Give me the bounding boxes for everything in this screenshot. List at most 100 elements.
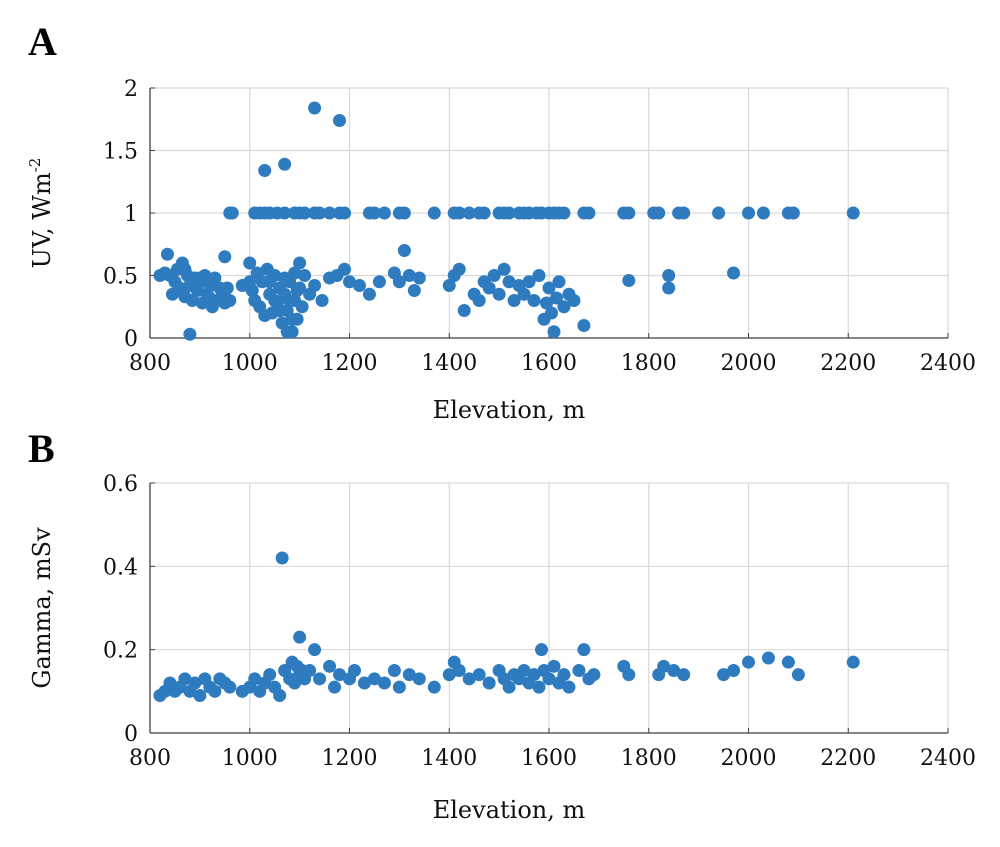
data-point <box>183 327 197 341</box>
data-point <box>547 659 561 673</box>
y-tick-label: 0 <box>124 327 138 352</box>
data-point <box>786 206 800 220</box>
y-tick-label: 0.2 <box>103 639 138 664</box>
data-point <box>582 206 596 220</box>
data-point <box>338 206 352 220</box>
data-point <box>427 680 441 694</box>
x-tick-label: 2400 <box>920 746 976 771</box>
data-point <box>552 275 566 289</box>
data-point <box>487 269 501 282</box>
data-point <box>712 206 726 220</box>
x-tick-label: 2000 <box>721 351 777 376</box>
data-point <box>846 655 860 669</box>
data-point <box>367 206 381 220</box>
data-point <box>535 643 549 657</box>
data-point <box>442 279 456 292</box>
data-point <box>662 281 676 295</box>
data-point <box>343 275 356 289</box>
data-point <box>313 672 327 686</box>
data-point <box>347 664 361 677</box>
data-point <box>263 668 277 682</box>
data-point <box>333 668 347 682</box>
data-point <box>298 206 312 220</box>
data-point <box>482 676 496 690</box>
data-point <box>323 659 337 673</box>
data-point <box>492 287 506 301</box>
x-tick-label: 800 <box>129 746 171 771</box>
data-point <box>377 206 391 220</box>
data-point <box>275 551 289 565</box>
data-point <box>622 274 636 287</box>
data-point <box>727 266 741 280</box>
data-point <box>397 206 411 220</box>
data-point <box>717 668 731 682</box>
data-point <box>243 256 257 270</box>
data-point <box>308 643 322 657</box>
data-point <box>392 680 406 694</box>
data-point <box>846 206 860 220</box>
data-point <box>303 664 317 677</box>
data-point <box>387 664 401 677</box>
data-point <box>472 294 486 307</box>
x-tick-label: 800 <box>129 351 171 376</box>
x-tick-label: 2200 <box>820 351 876 376</box>
data-point <box>667 664 681 677</box>
data-point <box>662 269 676 282</box>
data-point <box>502 680 516 694</box>
data-point <box>397 244 411 257</box>
y-axis-title-text: UV, Wm <box>28 172 56 268</box>
data-point <box>442 668 456 682</box>
data-point <box>407 284 421 297</box>
data-point <box>527 668 541 682</box>
data-point <box>273 689 287 702</box>
y-tick-label: 0.6 <box>103 472 138 497</box>
data-point <box>290 284 304 297</box>
y-axis-title: UV, Wm-2 <box>26 158 56 269</box>
x-tick-label: 1200 <box>322 351 378 376</box>
data-point <box>532 680 546 694</box>
data-point <box>362 287 376 301</box>
data-point <box>652 206 666 220</box>
data-point <box>223 680 237 694</box>
data-point <box>218 250 232 264</box>
panel-label-a: A <box>28 19 57 64</box>
data-point <box>657 659 671 673</box>
data-point <box>245 284 259 297</box>
data-point <box>472 668 486 682</box>
chart-panel-b: 800 1000 1200 1400 1600 1800 2000 2200 2400 0 0.2 0… <box>28 472 976 824</box>
data-point <box>193 271 207 285</box>
data-point <box>402 269 416 282</box>
x-tick-label: 1400 <box>421 351 477 376</box>
data-point <box>412 672 426 686</box>
data-point <box>532 269 546 282</box>
data-point <box>402 668 416 682</box>
data-point <box>273 304 287 317</box>
data-point <box>352 279 366 292</box>
data-point <box>268 294 282 307</box>
x-tick-label: 1000 <box>222 351 278 376</box>
data-point <box>622 206 636 220</box>
data-point <box>185 294 199 307</box>
x-tick-label: 1400 <box>421 746 477 771</box>
data-point <box>280 325 294 339</box>
data-point <box>285 312 299 326</box>
data-point <box>742 206 755 220</box>
y-tick-label: 2 <box>124 77 138 102</box>
data-point <box>288 266 302 280</box>
data-point <box>677 668 691 682</box>
data-point <box>208 684 222 698</box>
y-tick-label: 1.5 <box>103 140 138 165</box>
data-point <box>203 291 217 305</box>
data-point <box>517 664 531 677</box>
data-point <box>577 643 591 657</box>
data-point <box>258 164 272 177</box>
data-point <box>482 281 496 295</box>
data-point <box>517 287 531 301</box>
x-tick-label: 1600 <box>521 746 577 771</box>
x-tick-label: 2200 <box>820 746 876 771</box>
data-point <box>223 294 237 307</box>
data-point <box>572 664 586 677</box>
data-point <box>502 206 516 220</box>
data-point <box>283 294 297 307</box>
